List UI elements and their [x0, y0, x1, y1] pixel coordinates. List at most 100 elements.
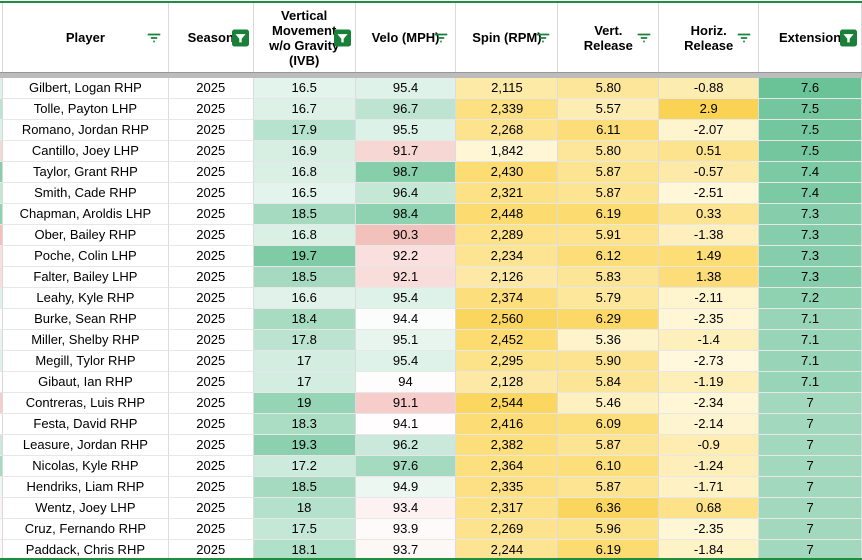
column-header-season[interactable]: Season — [169, 3, 254, 72]
cell-velo[interactable]: 98.4 — [355, 204, 457, 225]
cell-ivb[interactable]: 17 — [253, 372, 356, 393]
cell-ivb[interactable]: 19.7 — [253, 246, 356, 267]
cell-season[interactable]: 2025 — [168, 225, 254, 246]
cell-spin[interactable]: 2,321 — [456, 183, 559, 204]
cell-ivb[interactable]: 18.5 — [253, 477, 356, 498]
cell-ext[interactable]: 7.6 — [759, 78, 862, 99]
cell-ivb[interactable]: 18.1 — [253, 540, 356, 560]
cell-vrel[interactable]: 5.87 — [558, 477, 660, 498]
cell-hrel[interactable]: -0.57 — [659, 162, 760, 183]
cell-ivb[interactable]: 17.9 — [253, 120, 356, 141]
cell-spin[interactable]: 2,317 — [456, 498, 559, 519]
cell-player[interactable]: Burke, Sean RHP — [3, 309, 169, 330]
cell-ext[interactable]: 7 — [759, 393, 862, 414]
cell-spin[interactable]: 2,126 — [456, 267, 559, 288]
cell-season[interactable]: 2025 — [168, 99, 254, 120]
cell-player[interactable]: Megill, Tylor RHP — [3, 351, 169, 372]
cell-hrel[interactable]: -2.51 — [659, 183, 760, 204]
cell-ivb[interactable]: 19.3 — [253, 435, 356, 456]
cell-vrel[interactable]: 5.46 — [558, 393, 660, 414]
cell-player[interactable]: Leahy, Kyle RHP — [3, 288, 169, 309]
cell-ext[interactable]: 7.3 — [759, 225, 862, 246]
cell-ext[interactable]: 7 — [759, 540, 862, 560]
cell-hrel[interactable]: -1.19 — [659, 372, 760, 393]
cell-velo[interactable]: 95.1 — [355, 330, 457, 351]
cell-vrel[interactable]: 5.80 — [558, 78, 660, 99]
cell-ext[interactable]: 7.5 — [759, 120, 862, 141]
cell-spin[interactable]: 2,374 — [456, 288, 559, 309]
cell-ivb[interactable]: 17.5 — [253, 519, 356, 540]
cell-spin[interactable]: 2,544 — [456, 393, 559, 414]
column-header-player[interactable]: Player — [3, 3, 169, 72]
cell-ivb[interactable]: 16.5 — [253, 78, 356, 99]
cell-velo[interactable]: 96.7 — [355, 99, 457, 120]
cell-vrel[interactable]: 6.09 — [558, 414, 660, 435]
cell-hrel[interactable]: 0.33 — [659, 204, 760, 225]
cell-ivb[interactable]: 18.4 — [253, 309, 356, 330]
cell-vrel[interactable]: 5.79 — [558, 288, 660, 309]
cell-vrel[interactable]: 5.83 — [558, 267, 660, 288]
cell-spin[interactable]: 2,128 — [456, 372, 559, 393]
cell-player[interactable]: Festa, David RHP — [3, 414, 169, 435]
cell-season[interactable]: 2025 — [168, 162, 254, 183]
filter-active-icon[interactable] — [333, 29, 351, 46]
cell-hrel[interactable]: 1.49 — [659, 246, 760, 267]
cell-hrel[interactable]: 0.51 — [659, 141, 760, 162]
cell-vrel[interactable]: 6.19 — [558, 204, 660, 225]
cell-vrel[interactable]: 5.87 — [558, 435, 660, 456]
cell-ivb[interactable]: 18.5 — [253, 204, 356, 225]
cell-hrel[interactable]: -2.73 — [659, 351, 760, 372]
cell-spin[interactable]: 2,364 — [456, 456, 559, 477]
cell-player[interactable]: Smith, Cade RHP — [3, 183, 169, 204]
cell-ext[interactable]: 7.1 — [759, 372, 862, 393]
cell-ext[interactable]: 7 — [759, 456, 862, 477]
cell-ivb[interactable]: 16.6 — [253, 288, 356, 309]
cell-vrel[interactable]: 5.87 — [558, 162, 660, 183]
frozen-row-divider[interactable] — [0, 72, 862, 78]
cell-vrel[interactable]: 6.12 — [558, 246, 660, 267]
cell-ivb[interactable]: 16.8 — [253, 225, 356, 246]
cell-player[interactable]: Miller, Shelby RHP — [3, 330, 169, 351]
cell-velo[interactable]: 92.2 — [355, 246, 457, 267]
cell-spin[interactable]: 2,234 — [456, 246, 559, 267]
cell-hrel[interactable]: -2.34 — [659, 393, 760, 414]
cell-spin[interactable]: 2,244 — [456, 540, 559, 560]
cell-spin[interactable]: 2,448 — [456, 204, 559, 225]
cell-player[interactable]: Taylor, Grant RHP — [3, 162, 169, 183]
column-header-velo[interactable]: Velo (MPH) — [356, 3, 457, 72]
cell-vrel[interactable]: 5.57 — [558, 99, 660, 120]
cell-ext[interactable]: 7.5 — [759, 141, 862, 162]
cell-season[interactable]: 2025 — [168, 477, 254, 498]
cell-spin[interactable]: 2,430 — [456, 162, 559, 183]
cell-season[interactable]: 2025 — [168, 78, 254, 99]
cell-hrel[interactable]: 0.68 — [659, 498, 760, 519]
cell-player[interactable]: Gilbert, Logan RHP — [3, 78, 169, 99]
cell-ivb[interactable]: 17.2 — [253, 456, 356, 477]
cell-vrel[interactable]: 5.36 — [558, 330, 660, 351]
cell-vrel[interactable]: 5.80 — [558, 141, 660, 162]
cell-ext[interactable]: 7.1 — [759, 309, 862, 330]
cell-spin[interactable]: 2,382 — [456, 435, 559, 456]
cell-hrel[interactable]: -2.11 — [659, 288, 760, 309]
cell-player[interactable]: Contreras, Luis RHP — [3, 393, 169, 414]
cell-season[interactable]: 2025 — [168, 141, 254, 162]
cell-ext[interactable]: 7.2 — [759, 288, 862, 309]
cell-season[interactable]: 2025 — [168, 372, 254, 393]
cell-player[interactable]: Romano, Jordan RHP — [3, 120, 169, 141]
cell-ivb[interactable]: 16.7 — [253, 99, 356, 120]
cell-vrel[interactable]: 6.19 — [558, 540, 660, 560]
cell-ivb[interactable]: 19 — [253, 393, 356, 414]
cell-hrel[interactable]: -0.9 — [659, 435, 760, 456]
cell-velo[interactable]: 91.7 — [355, 141, 457, 162]
cell-ivb[interactable]: 18 — [253, 498, 356, 519]
cell-velo[interactable]: 95.4 — [355, 78, 457, 99]
filter-active-icon[interactable] — [840, 29, 858, 46]
cell-vrel[interactable]: 6.10 — [558, 456, 660, 477]
cell-spin[interactable]: 2,269 — [456, 519, 559, 540]
cell-hrel[interactable]: -2.14 — [659, 414, 760, 435]
cell-ext[interactable]: 7.5 — [759, 99, 862, 120]
cell-player[interactable]: Paddack, Chris RHP — [3, 540, 169, 560]
cell-velo[interactable]: 94.1 — [355, 414, 457, 435]
cell-hrel[interactable]: -1.71 — [659, 477, 760, 498]
cell-velo[interactable]: 94 — [355, 372, 457, 393]
